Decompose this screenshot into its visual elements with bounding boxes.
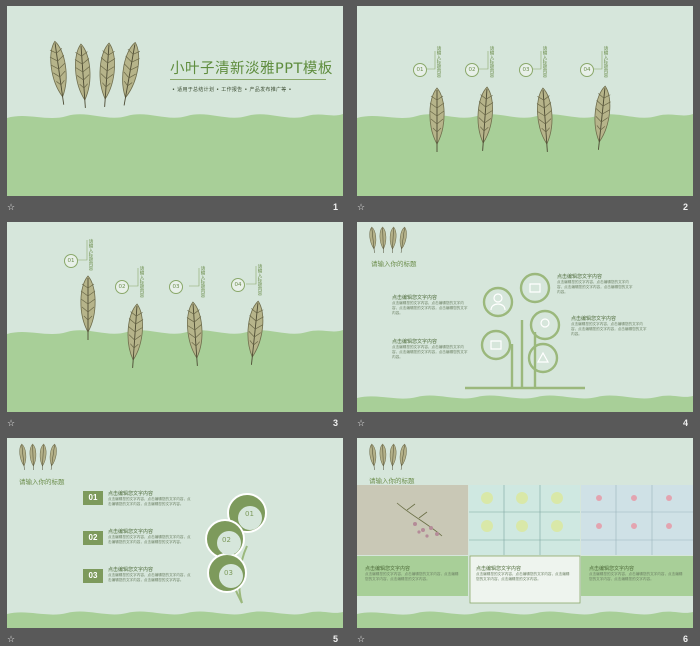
text-block-heading: 点击编辑您文字内容 <box>392 295 438 301</box>
text-card: 点击编辑您文字内容 点击编辑您的文字内容，点击编辑您的文字内容，点击编辑您的文字… <box>365 565 461 582</box>
text-block: 点击编辑您文字内容 点击编辑您的文字内容，点击编辑您的文字内容，点击编辑您的文字… <box>392 338 470 360</box>
text-block-body: 点击编辑您的文字内容，点击编辑您的文字内容，点击编辑您的文字内容，点击编辑您的文… <box>392 301 468 315</box>
slide-canvas: 01 02 03 04 请输入标题内容 请输入标题内容 请输入标题内容 请输入标… <box>357 6 693 196</box>
text-block-heading: 点击编辑您文字内容 <box>557 274 603 280</box>
text-card: 点击编辑您文字内容 点击编辑您的文字内容，点击编辑您的文字内容，点击编辑您的文字… <box>476 565 572 582</box>
slide-canvas: 请输入你的标题 01 02 03 点击编辑您文字内容 点击编辑您的文字内容，点击… <box>7 438 343 628</box>
section-title: 请输入你的标题 <box>19 478 65 486</box>
text-block: 点击编辑您文字内容 点击编辑您的文字内容，点击编辑您的文字内容，点击编辑您的文字… <box>108 528 194 545</box>
text-block: 点击编辑您文字内容 点击编辑您的文字内容，点击编辑您的文字内容，点击编辑您的文字… <box>108 490 194 507</box>
slide-background <box>357 226 693 412</box>
text-block-body: 点击编辑您的文字内容，点击编辑您的文字内容，点击编辑您的文字内容，点击编辑您的文… <box>108 535 191 544</box>
star-icon[interactable]: ☆ <box>7 419 16 429</box>
step-badge-01: 01 <box>413 63 427 77</box>
step-badge-02: 02 <box>465 63 479 77</box>
text-block: 点击编辑您文字内容 点击编辑您的文字内容，点击编辑您的文字内容，点击编辑您的文字… <box>571 315 649 337</box>
step-label: 请输入标题内容 <box>200 266 205 298</box>
slide-canvas: 小叶子清新淡雅PPT模板 • 适用于总结计划 • 工作报告 • 产品发布推广等 … <box>7 6 343 196</box>
circle-label-02: 02 <box>222 536 231 544</box>
slide-canvas: 01 02 03 04 请输入标题内容 请输入标题内容 请输入标题内容 请输入标… <box>7 222 343 412</box>
presentation-title: 小叶子清新淡雅PPT模板 <box>170 61 333 77</box>
text-block-heading: 点击编辑您文字内容 <box>108 529 154 535</box>
step-label: 请输入标题内容 <box>436 46 441 78</box>
step-badge-02: 02 <box>115 280 129 294</box>
text-card: 点击编辑您文字内容 点击编辑您的文字内容，点击编辑您的文字内容，点击编辑您的文字… <box>589 565 685 582</box>
step-badge-03: 03 <box>519 63 533 77</box>
slide-background <box>7 443 343 628</box>
circle-label-01: 01 <box>245 510 254 518</box>
text-block: 点击编辑您文字内容 点击编辑您的文字内容，点击编辑您的文字内容，点击编辑您的文字… <box>557 273 635 295</box>
step-label: 请输入标题内容 <box>257 264 262 296</box>
text-block-body: 点击编辑您的文字内容，点击编辑您的文字内容，点击编辑您的文字内容，点击编辑您的文… <box>571 322 647 336</box>
text-block-body: 点击编辑您的文字内容，点击编辑您的文字内容，点击编辑您的文字内容，点击编辑您的文… <box>557 280 633 294</box>
circle-label-03: 03 <box>224 569 233 577</box>
step-badge-01: 01 <box>64 254 78 268</box>
step-badge-04: 04 <box>231 278 245 292</box>
step-label: 请输入标题内容 <box>603 46 608 78</box>
star-icon[interactable]: ☆ <box>357 419 366 429</box>
text-block-body: 点击编辑您的文字内容，点击编辑您的文字内容，点击编辑您的文字内容，点击编辑您的文… <box>589 572 683 581</box>
item-number-03: 03 <box>83 569 103 583</box>
text-block: 点击编辑您文字内容 点击编辑您的文字内容，点击编辑您的文字内容，点击编辑您的文字… <box>392 294 470 316</box>
star-icon[interactable]: ☆ <box>7 635 16 645</box>
text-block-body: 点击编辑您的文字内容，点击编辑您的文字内容，点击编辑您的文字内容，点击编辑您的文… <box>365 572 459 581</box>
item-number-02: 02 <box>83 531 103 545</box>
text-block-body: 点击编辑您的文字内容，点击编辑您的文字内容，点击编辑您的文字内容，点击编辑您的文… <box>108 573 191 582</box>
text-block-heading: 点击编辑您文字内容 <box>589 566 635 572</box>
text-block: 点击编辑您文字内容 点击编辑您的文字内容，点击编辑您的文字内容，点击编辑您的文字… <box>108 566 194 583</box>
text-block-heading: 点击编辑您文字内容 <box>108 491 154 497</box>
text-block-body: 点击编辑您的文字内容，点击编辑您的文字内容，点击编辑您的文字内容，点击编辑您的文… <box>476 572 570 581</box>
text-block-heading: 点击编辑您文字内容 <box>365 566 411 572</box>
step-label: 请输入标题内容 <box>542 46 547 78</box>
text-block-heading: 点击编辑您文字内容 <box>476 566 522 572</box>
star-icon[interactable]: ☆ <box>357 635 366 645</box>
star-icon[interactable]: ☆ <box>357 203 366 213</box>
slide-canvas: 请输入你的标题 点击编辑您文字内容 点击编辑您的文字内容，点击编辑您的文字内容，… <box>357 222 693 412</box>
text-block-heading: 点击编辑您文字内容 <box>108 567 154 573</box>
text-block-body: 点击编辑您的文字内容，点击编辑您的文字内容，点击编辑您的文字内容，点击编辑您的文… <box>392 345 468 359</box>
slide-background <box>357 443 693 628</box>
text-block-heading: 点击编辑您文字内容 <box>571 316 617 322</box>
slide-background <box>357 51 693 196</box>
step-label: 请输入标题内容 <box>139 266 144 298</box>
slide-canvas: 请输入你的标题 点击编辑您文字内容 点击编辑您的文字内容，点击编辑您的文字内容，… <box>357 438 693 628</box>
section-title: 请输入你的标题 <box>371 260 417 268</box>
step-label: 请输入标题内容 <box>489 46 494 78</box>
star-icon[interactable]: ☆ <box>7 203 16 213</box>
text-block-body: 点击编辑您的文字内容，点击编辑您的文字内容，点击编辑您的文字内容，点击编辑您的文… <box>108 497 191 506</box>
slide-background <box>7 240 343 412</box>
step-badge-03: 03 <box>169 280 183 294</box>
item-number-01: 01 <box>83 491 103 505</box>
step-label: 请输入标题内容 <box>88 239 93 271</box>
step-badge-04: 04 <box>580 63 594 77</box>
presentation-subtitle: • 适用于总结计划 • 工作报告 • 产品发布推广等 • <box>172 87 292 93</box>
section-title: 请输入你的标题 <box>369 477 415 485</box>
title-underline <box>170 79 326 80</box>
slide-background <box>7 39 343 196</box>
text-block-heading: 点击编辑您文字内容 <box>392 339 438 345</box>
